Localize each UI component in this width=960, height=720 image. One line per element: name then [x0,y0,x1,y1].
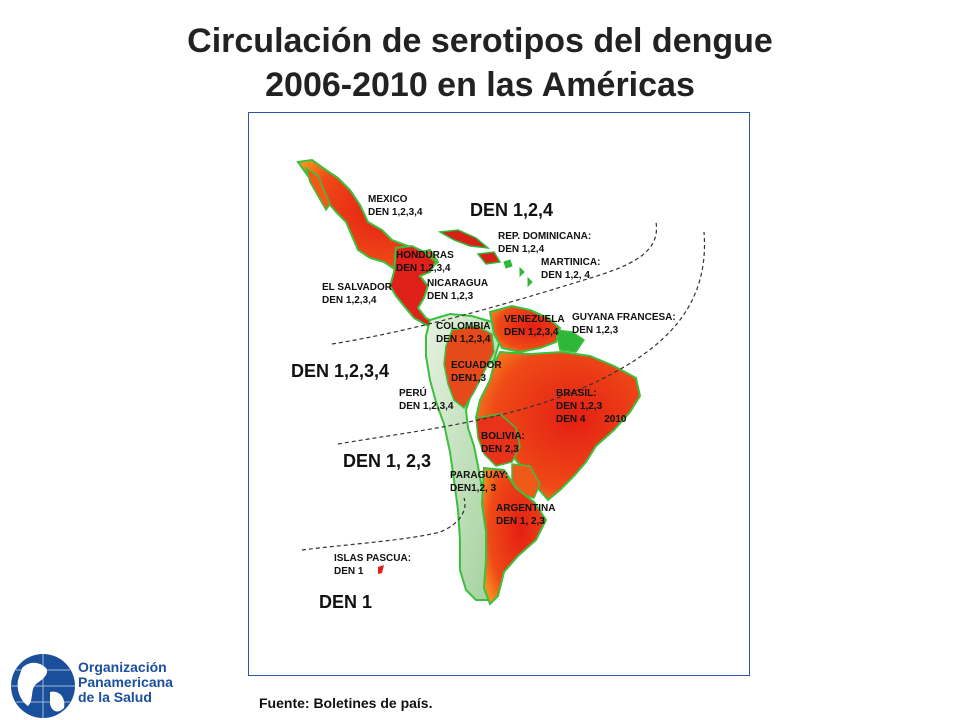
brasil-region [474,350,642,502]
country-serotypes: DEN 1,2,3,4 [504,327,559,338]
country-name: MEXICO [368,194,408,205]
country-serotypes: DEN 1 [334,566,364,577]
label-el-salvador: EL SALVADOR DEN 1,2,3,4 [322,281,392,307]
label-paraguay: PARAGUAY: DEN1,2, 3 [450,469,508,495]
country-name: ISLAS PASCUA: [334,553,412,564]
organization-name-line-2: Panamericana [78,674,173,690]
country-name: REP. DOMINICANA: [498,231,592,242]
hispaniola-region [476,251,502,265]
label-argentina: ARGENTINA DEN 1, 2,3 [496,502,555,528]
country-serotypes: DEN 1,2,3,4 [436,334,491,345]
country-name: HONDURAS [396,250,454,261]
country-serotypes: DEN1,2, 3 [450,483,497,494]
cuba-region [437,229,491,250]
zone-label-den-1-2-4: DEN 1,2,4 [470,200,554,220]
guianas-region [555,329,586,353]
country-serotypes: DEN 1,2,4 [498,244,545,255]
page-title-line-1: Circulación de serotipos del dengue [187,22,773,60]
country-name: GUYANA FRANCESA: [572,312,676,323]
label-nicaragua: NICARAGUA DEN 1,2,3 [427,277,488,303]
country-name: BRASIL: [556,388,597,399]
country-name: COLOMBIA [436,321,491,332]
organization-name: Organización Panamericana de la Salud [78,660,173,705]
zone-boundary-1 [331,221,658,345]
label-colombia: COLOMBIA DEN 1,2,3,4 [436,320,490,346]
organization-name-line-3: de la Salud [78,689,152,705]
label-venezuela: VENEZUELA DEN 1,2,3,4 [504,313,565,339]
country-name: NICARAGUA [427,278,489,289]
country-name: ARGENTINA [496,503,556,514]
brasil-extra-year: 2010 [604,414,627,425]
country-name: PARAGUAY: [450,470,509,481]
isla-pascua-marker [378,565,384,574]
country-serotypes: DEN 1,2,3,4 [368,207,423,218]
country-serotypes: DEN 1,2,3 [427,291,474,302]
country-serotypes: DEN 1,2,3,4 [399,401,454,412]
country-name: VENEZUELA [504,314,565,325]
country-serotypes: DEN 1,2,3,4 [396,263,451,274]
zone-label-den-1-2-3: DEN 1, 2,3 [343,451,432,471]
argentina-region [480,466,548,606]
country-name: MARTINICA: [541,257,601,268]
country-serotypes: DEN 1,2,3 [572,325,619,336]
label-peru: PERÚ DEN 1,2,3,4 [399,387,453,413]
organization-name-line-1: Organización [78,659,167,675]
baja-california-region [304,166,331,212]
country-serotypes: DEN 1,2,3 [556,401,603,412]
colombia-ecuador-peru-region [443,325,495,410]
country-name: ECUADOR [451,360,502,371]
country-serotypes: DEN 1,2,3,4 [322,295,377,306]
label-honduras: HONDURAS DEN 1,2,3,4 [396,249,454,275]
label-rep-dominicana: REP. DOMINICANA: DEN 1,2,4 [498,230,591,256]
caribbean-islands-region [503,259,533,288]
zone-label-den-1: DEN 1 [319,592,373,612]
label-guyana-francesa: GUYANA FRANCESA: DEN 1,2,3 [572,311,676,337]
country-serotypes: DEN 1,2, 4 [541,270,590,281]
paho-logo-globe-icon [11,654,75,718]
bolivia-region [475,413,521,467]
zone-label-den-1-2-3-4: DEN 1,2,3,4 [291,361,390,381]
country-serotypes: DEN1,3 [451,373,487,384]
central-america-region [388,244,438,328]
page-title-line-2: 2006-2010 en las Américas [265,66,695,104]
zone-boundary-3 [301,497,466,551]
label-ecuador: ECUADOR DEN1,3 [451,359,502,385]
venezuela-region [488,304,562,354]
country-serotypes: DEN 2,3 [481,444,519,455]
country-name: PERÚ [399,388,427,399]
country-name: EL SALVADOR [322,282,393,293]
country-serotypes-extra: DEN 4 2010 [556,413,626,426]
country-name: BOLIVIA: [481,431,525,442]
label-islas-pascua: ISLAS PASCUA: DEN 1 [334,552,411,578]
label-bolivia: BOLIVIA: DEN 2,3 [481,430,525,456]
label-brasil: BRASIL: DEN 1,2,3 DEN 4 2010 [556,387,626,426]
zone-boundary-2 [337,231,706,445]
brasil-extra-serotype: DEN 4 [556,414,586,425]
country-serotypes: DEN 1, 2,3 [496,516,545,527]
label-martinica: MARTINICA: DEN 1,2, 4 [541,256,600,282]
label-mexico: MEXICO DEN 1,2,3,4 [368,193,422,219]
source-note: Fuente: Boletines de país. [259,695,433,711]
